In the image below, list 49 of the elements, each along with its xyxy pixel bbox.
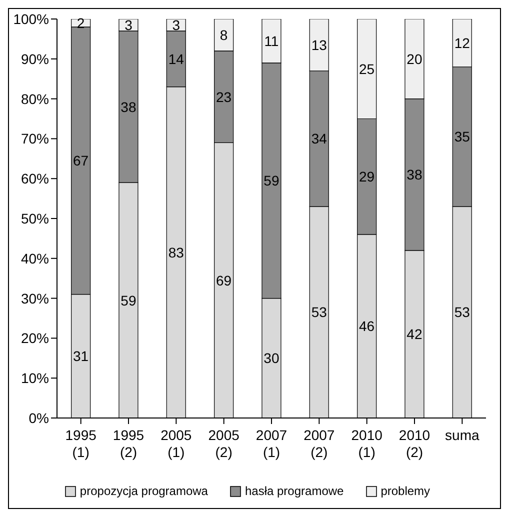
y-tick-label: 30%: [20, 290, 49, 306]
legend-label: propozycja programowa: [80, 484, 208, 498]
y-tick-label: 20%: [20, 330, 49, 346]
data-label: 11: [264, 32, 279, 49]
legend-label: problemy: [380, 484, 430, 498]
x-tick-label: 2005 (1): [160, 427, 192, 460]
y-tick-label: 40%: [20, 250, 49, 266]
data-label: 53: [454, 304, 470, 320]
y-tick-label: 10%: [20, 370, 49, 386]
x-tick-label: 1995 (2): [112, 427, 144, 460]
data-label: 14: [168, 50, 184, 67]
y-tick-label: 0%: [28, 410, 49, 426]
x-tick-label: 2005 (2): [208, 427, 240, 460]
data-label: 38: [120, 98, 136, 115]
y-tick-label: 50%: [20, 210, 49, 226]
data-label: 35: [454, 128, 470, 145]
y-tick-label: 60%: [20, 170, 49, 187]
data-label: 53: [311, 304, 328, 320]
data-label: 59: [264, 172, 280, 189]
data-label: 3: [172, 16, 180, 33]
x-tick-label: 2010 (1): [351, 427, 383, 460]
x-tick-label: 2007 (2): [304, 427, 335, 460]
data-label: 8: [220, 26, 228, 43]
x-tick-label: 2007 (1): [256, 427, 288, 460]
data-label: 46: [359, 318, 375, 334]
data-label: 38: [406, 166, 422, 183]
data-label: 29: [359, 168, 375, 185]
y-tick-label: 70%: [20, 130, 49, 147]
data-label: 59: [120, 292, 136, 308]
y-tick-label: 80%: [20, 90, 49, 107]
data-label: 67: [73, 152, 89, 169]
x-tick-label: 1995 (1): [65, 427, 97, 460]
data-label: 34: [311, 130, 328, 147]
data-label: 20: [406, 50, 422, 67]
data-label: 42: [406, 326, 422, 342]
data-label: 83: [168, 244, 184, 260]
data-label: 3: [124, 16, 133, 33]
data-label: 25: [359, 60, 375, 77]
y-tick-label: 90%: [20, 50, 49, 67]
data-label: 69: [216, 272, 232, 288]
data-label: 23: [216, 88, 232, 105]
data-label: 12: [454, 34, 470, 51]
x-tick-label: 2010 (2): [398, 427, 430, 460]
legend-label: hasła programowe: [244, 484, 344, 498]
data-label: 13: [311, 36, 328, 53]
y-tick-label: 100%: [13, 10, 49, 27]
x-tick-label: suma: [445, 427, 480, 443]
data-label: 30: [264, 350, 280, 366]
data-label: 31: [73, 348, 89, 364]
